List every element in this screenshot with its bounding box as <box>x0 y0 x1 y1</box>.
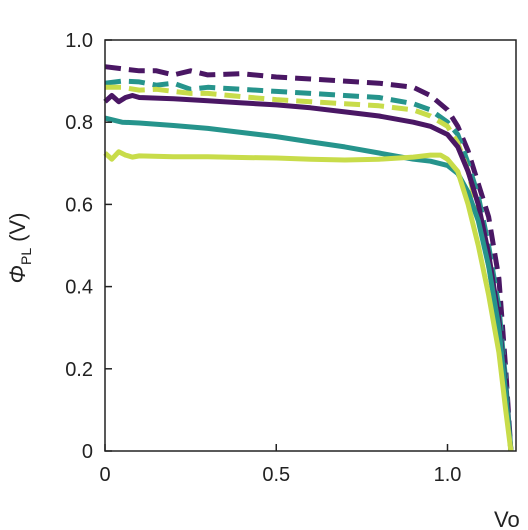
y-tick-label: 1.0 <box>65 30 93 52</box>
series-line-dashed <box>104 64 514 452</box>
x-tick-label: 1.0 <box>434 464 462 486</box>
y-tick-label: 0.8 <box>65 112 93 134</box>
y-tick-label: 0.6 <box>65 194 93 216</box>
series-line-solid <box>103 93 514 452</box>
y-tick-label: 0.2 <box>65 359 93 381</box>
y-tick-label: 0.4 <box>65 277 93 299</box>
x-tick-label: 0 <box>99 464 110 486</box>
series-line-solid <box>104 115 514 452</box>
plot-frame <box>104 39 517 452</box>
y-axis-symbol: Φ <box>5 265 30 283</box>
series-layer <box>103 64 514 452</box>
y-axis-label: ΦPL (V) <box>5 213 34 284</box>
series-line-solid <box>103 149 514 452</box>
y-axis-subscript: PL <box>18 248 34 265</box>
ticks-layer: 0 0.2 0.4 0.6 0.8 1.0 0 0.5 1.0 <box>65 30 461 486</box>
x-axis-label: Vo <box>494 507 520 530</box>
x-tick-label: 0.5 <box>262 464 290 486</box>
y-axis-unit: (V) <box>5 213 30 242</box>
y-tick-label: 0 <box>82 441 93 463</box>
